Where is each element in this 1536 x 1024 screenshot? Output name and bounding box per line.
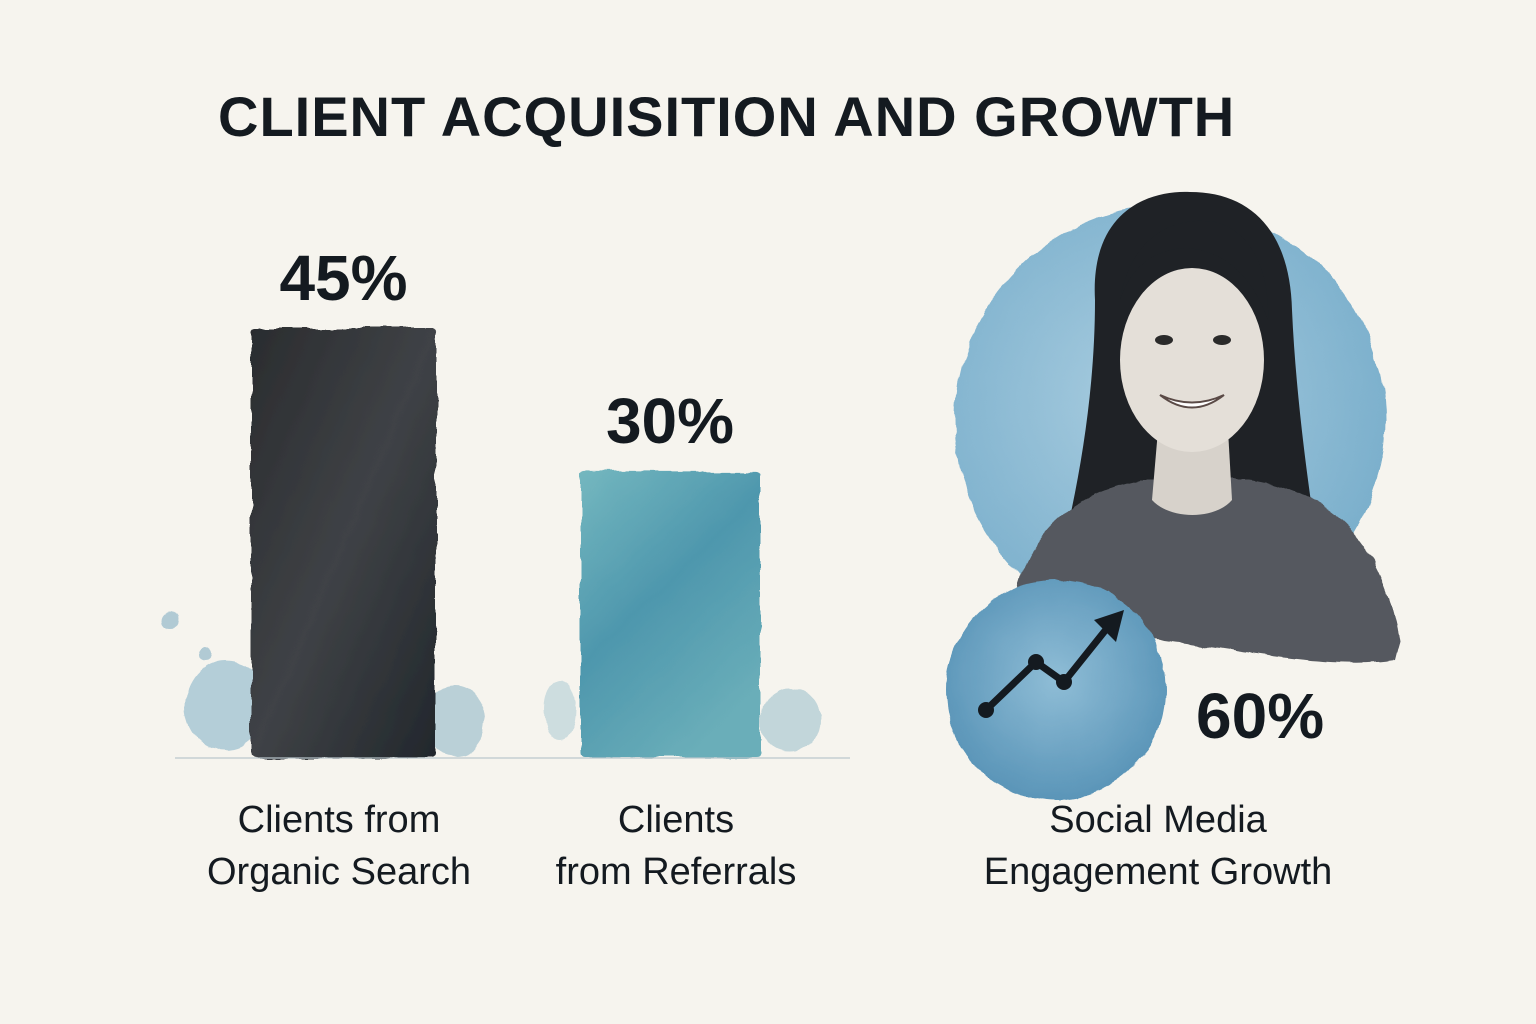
eye-left-icon <box>1155 335 1173 345</box>
value-label-organic-search: 45% <box>279 242 408 314</box>
neck-shape <box>1152 430 1232 515</box>
category-label-line: Clients <box>617 799 735 841</box>
trend-arrow-icon <box>978 610 1124 718</box>
category-label-line: from Referrals <box>555 851 797 893</box>
value-label-social-media: 60% <box>1196 680 1325 752</box>
smile-icon <box>1159 394 1225 409</box>
category-label-line: Engagement Growth <box>983 851 1333 893</box>
bar-referrals <box>580 471 760 758</box>
eye-right-icon <box>1213 335 1231 345</box>
chart-title: CLIENT ACQUISITION AND GROWTH <box>218 85 1236 148</box>
bar-organic-search <box>251 328 436 758</box>
face-shape <box>1120 268 1264 452</box>
splash-decoration-middle <box>544 680 820 752</box>
category-label-line: Clients from <box>237 799 441 841</box>
category-label-referrals: Clients from Referrals <box>556 794 797 898</box>
value-label-referrals: 30% <box>605 385 735 458</box>
category-label-line: Social Media <box>1049 799 1267 841</box>
category-label-line: Organic Search <box>206 851 472 893</box>
portrait-illustration <box>946 191 1400 800</box>
trend-circle <box>946 580 1166 800</box>
category-label-social-media: Social Media Engagement Growth <box>984 794 1333 898</box>
category-label-organic-search: Clients from Organic Search <box>207 794 471 898</box>
splash-decoration-left <box>161 611 485 755</box>
